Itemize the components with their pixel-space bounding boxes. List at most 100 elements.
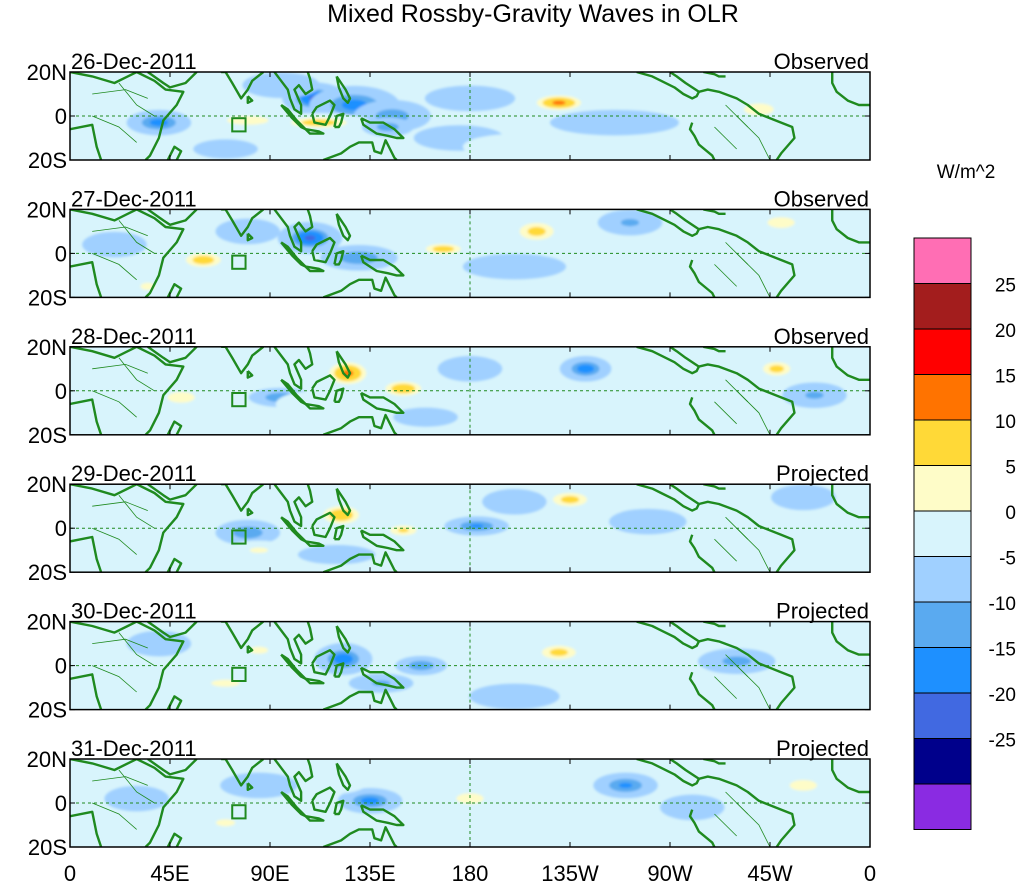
anomaly-contour [748, 511, 814, 537]
colorbar-tick-label: 25 [995, 276, 1016, 297]
anomaly-cell [593, 772, 658, 799]
coastline [359, 666, 405, 689]
coastline [359, 804, 405, 827]
coastline [221, 346, 265, 375]
coastlines [70, 346, 870, 435]
anomaly-cell [793, 657, 858, 683]
coastline [636, 621, 701, 650]
anomaly-cell [647, 226, 738, 259]
panel-date-label: 28-Dec-2011 [71, 324, 197, 349]
anomaly-contour [771, 484, 836, 511]
index-box [231, 666, 247, 682]
coastline [147, 209, 198, 227]
coastline [311, 236, 336, 264]
coastline [703, 484, 726, 490]
colorbar-tick-label: 15 [995, 367, 1016, 388]
anomaly-contour [764, 258, 842, 284]
panel-27-Dec-2011: 20N 0 20S 27-Dec-2011 Observed [27, 186, 871, 310]
anomaly-cell [580, 661, 671, 688]
anomaly-contour [550, 109, 679, 136]
colorbar-swatch [913, 692, 972, 739]
coastline [322, 138, 398, 160]
y-tick-label: 20S [28, 560, 67, 585]
panel-field [70, 759, 870, 847]
coastline [335, 762, 352, 791]
anomaly-cell [698, 648, 776, 674]
anomaly-cell [537, 486, 603, 513]
colorbar-tick-label: 5 [1005, 458, 1016, 479]
coastline [273, 209, 314, 253]
x-axis: 0 45E 90E 135E 180 135W 90W 45W 0 [64, 861, 876, 886]
anomaly-cell [460, 639, 525, 666]
anomaly-cell [166, 76, 219, 103]
country-border [118, 82, 155, 117]
anomaly-contour [456, 793, 484, 804]
coastline [636, 72, 701, 100]
coastline [70, 484, 185, 573]
coastline [831, 72, 870, 107]
anomaly-cell [171, 247, 236, 273]
y-tick-label: 20N [27, 472, 67, 497]
coastline [335, 350, 352, 379]
anomaly-contour [166, 76, 219, 103]
anomaly-contour [220, 772, 298, 799]
coastline [688, 671, 716, 710]
anomaly-cell [526, 639, 592, 666]
coastline [147, 484, 198, 501]
country-border [92, 802, 137, 830]
colorbar-swatch [913, 374, 972, 421]
coastline [636, 346, 701, 375]
anomaly-contour [469, 524, 484, 528]
anomaly-contour [647, 226, 738, 259]
anomaly-contour [249, 646, 268, 654]
coastline [636, 209, 701, 238]
anomaly-contour [432, 245, 455, 253]
anomaly-cell [764, 258, 842, 284]
anomaly-cell [126, 109, 192, 136]
coastline [335, 213, 352, 242]
coastline [698, 88, 796, 160]
anomaly-cell [504, 215, 569, 248]
country-border [118, 632, 155, 666]
coastline [359, 117, 405, 140]
anomaly-contour [340, 251, 378, 265]
anomaly-contour [167, 392, 195, 403]
colorbar-tick-label: 20 [995, 321, 1016, 342]
anomaly-contour [391, 383, 416, 394]
y-tick-label: 20N [27, 610, 67, 635]
anomaly-cell [380, 816, 471, 843]
anomaly-cell [748, 209, 814, 236]
anomaly-contour [393, 407, 458, 427]
coastline [311, 374, 336, 401]
colorbar-swatch [913, 465, 972, 512]
anomaly-cell [104, 508, 169, 535]
anomaly-contour [618, 782, 633, 789]
coastline [688, 259, 716, 298]
panel-field [70, 621, 870, 710]
x-tick-label: 45E [150, 861, 189, 886]
country-border [714, 813, 737, 837]
coastline [166, 557, 183, 573]
anomaly-cell [462, 134, 566, 160]
anomaly-cell [609, 508, 687, 535]
coastline [335, 625, 352, 654]
colorbar-tick-label: 10 [995, 412, 1016, 433]
colorbar-swatch [913, 237, 972, 284]
coastline [333, 387, 345, 403]
anomaly-contour [82, 404, 147, 430]
anomaly-contour [275, 391, 354, 417]
colorbar-tick-label: -20 [989, 685, 1016, 706]
coastline [698, 500, 796, 573]
country-border [92, 363, 148, 374]
coastline [70, 759, 185, 847]
coastline [304, 265, 325, 273]
y-tick-label: 20N [27, 747, 67, 772]
coastline [703, 346, 726, 353]
coastline [70, 398, 103, 435]
country-border [92, 253, 137, 281]
anomaly-cell [193, 139, 258, 159]
anomaly-cell [148, 384, 214, 411]
panel-30-Dec-2011: 20N 0 20S 30-Dec-2011 Projected [27, 599, 871, 723]
x-tick-label: 135E [344, 861, 395, 886]
